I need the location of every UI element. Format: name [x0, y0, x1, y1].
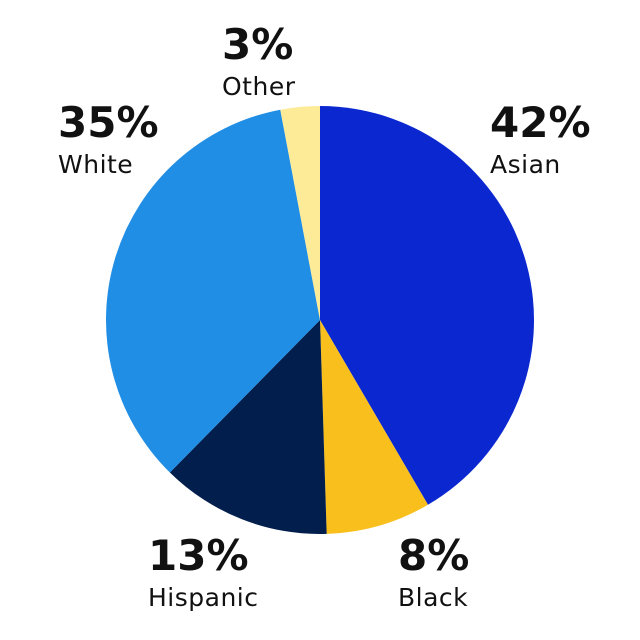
label-other-category: Other [222, 72, 296, 101]
label-black-category: Black [398, 583, 469, 612]
label-white: 35% White [58, 98, 159, 179]
label-black-percent: 8% [398, 531, 470, 580]
label-asian: 42% Asian [490, 98, 591, 179]
pie-slice-other [280, 106, 320, 320]
pie-slice-black [320, 320, 428, 534]
label-hispanic-category: Hispanic [148, 583, 259, 612]
pie-slice-white [106, 109, 320, 473]
label-other: 3% Other [222, 20, 296, 101]
label-white-category: White [58, 150, 134, 179]
label-hispanic-percent: 13% [148, 531, 249, 580]
label-hispanic: 13% Hispanic [148, 531, 259, 612]
label-other-percent: 3% [222, 20, 294, 69]
label-white-percent: 35% [58, 98, 159, 147]
label-asian-percent: 42% [490, 98, 591, 147]
pie-slice-asian [320, 106, 534, 505]
label-asian-category: Asian [490, 150, 561, 179]
label-black: 8% Black [398, 531, 470, 612]
pie-slice-hispanic [169, 320, 327, 535]
